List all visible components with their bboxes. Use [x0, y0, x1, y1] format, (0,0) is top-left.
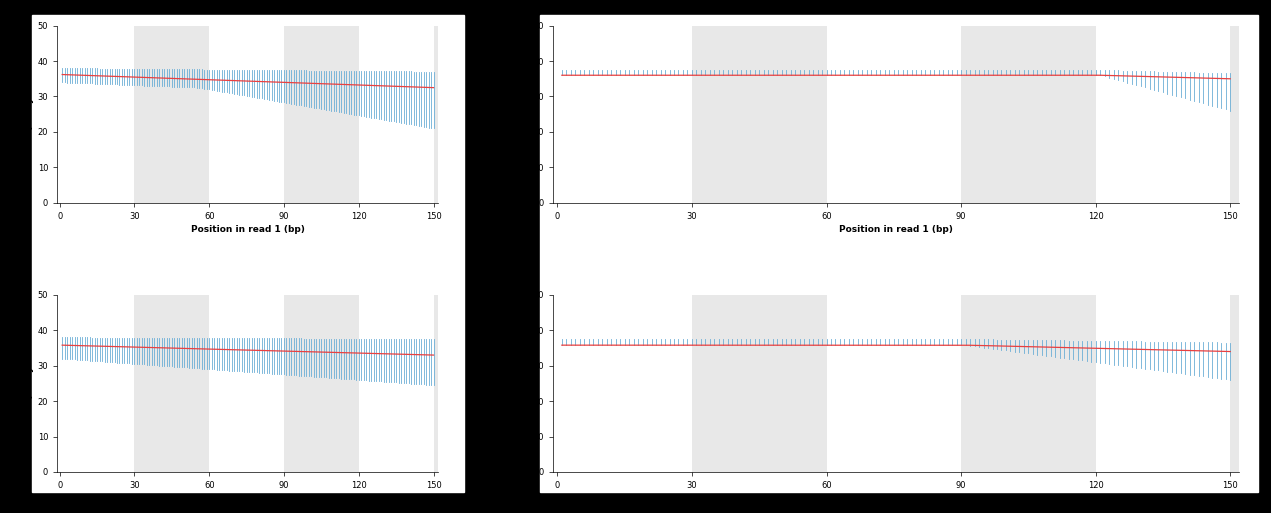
Bar [1230, 26, 1271, 203]
Bar [433, 26, 508, 203]
Bar [1230, 295, 1271, 472]
Bar [433, 295, 508, 472]
X-axis label: Position in read 1 (bp): Position in read 1 (bp) [839, 225, 953, 234]
Y-axis label: Quality: Quality [24, 96, 33, 133]
Bar [691, 26, 826, 203]
X-axis label: Position in read 2 (bp): Position in read 2 (bp) [839, 494, 953, 503]
Bar [135, 295, 210, 472]
Bar [961, 26, 1096, 203]
Bar [283, 26, 358, 203]
Y-axis label: Quality: Quality [520, 96, 529, 133]
X-axis label: Position in read 1 (bp): Position in read 1 (bp) [191, 225, 305, 234]
Bar [691, 295, 826, 472]
Bar [961, 295, 1096, 472]
X-axis label: Position in read 2 (bp): Position in read 2 (bp) [191, 494, 305, 503]
Bar [135, 26, 210, 203]
Y-axis label: Quality: Quality [520, 365, 529, 402]
Y-axis label: Quality: Quality [24, 365, 33, 402]
Bar [283, 295, 358, 472]
